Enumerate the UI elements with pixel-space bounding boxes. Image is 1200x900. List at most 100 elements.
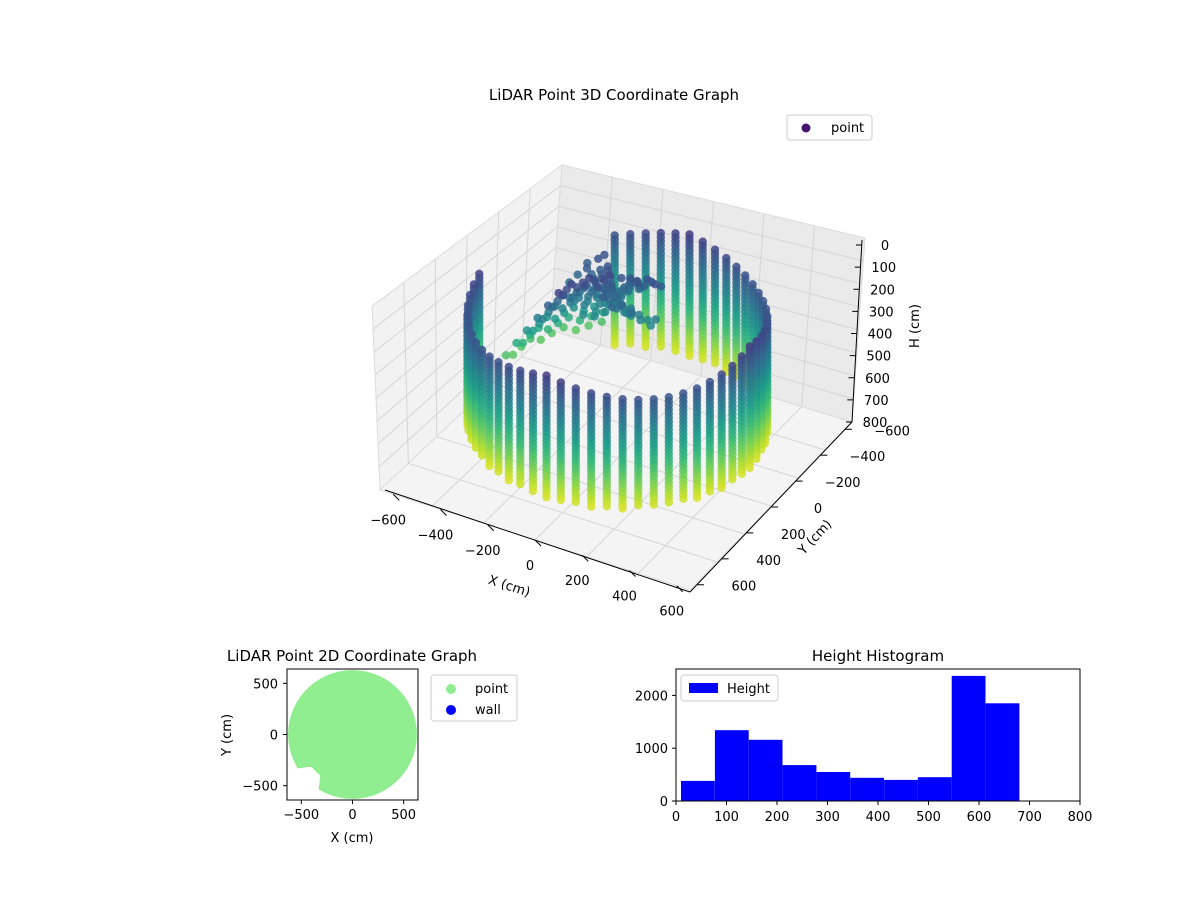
x-tick-label: 400: [612, 589, 637, 604]
lidar-point: [578, 278, 587, 287]
lidar-point: [679, 494, 688, 503]
lidar-point: [542, 492, 551, 502]
histogram-x-tick-label: 700: [1017, 810, 1042, 825]
histogram-x-tick-label: 100: [714, 810, 739, 825]
lidar-point: [580, 300, 589, 310]
legend-2d-marker-wall: [446, 705, 456, 715]
lidar-point: [512, 338, 521, 348]
chart-3d-title: LiDAR Point 3D Coordinate Graph: [489, 86, 739, 104]
histogram-bar: [681, 780, 715, 801]
histogram-x-tick-label: 200: [765, 810, 790, 825]
histogram-y-tick-label: 0: [660, 795, 668, 810]
lidar-point: [705, 487, 715, 496]
lidar-point: [587, 287, 596, 296]
z-tick-label: 700: [864, 394, 889, 409]
y-tick-label: −600: [874, 424, 910, 439]
histogram-legend-label: Height: [727, 682, 770, 697]
y-tick-label: 200: [781, 528, 806, 543]
lidar-point: [651, 315, 660, 324]
lidar-point: [590, 312, 599, 321]
lidar-point: [594, 254, 603, 263]
lidar-point: [504, 476, 513, 485]
grid-line: [372, 185, 561, 330]
histogram-legend: Height: [680, 674, 779, 702]
x-tick: [440, 509, 447, 516]
histogram-title: Height Histogram: [812, 647, 944, 665]
histogram-bar: [985, 703, 1020, 801]
z-tick-label: 200: [870, 283, 895, 298]
x-tick-label-2d: 0: [348, 808, 356, 823]
x-tick-label: −400: [418, 529, 454, 544]
lidar-point: [717, 483, 726, 493]
lidar-point: [627, 308, 636, 318]
x-axis-line: [384, 489, 691, 593]
histogram-x-tick-label: 0: [672, 810, 680, 825]
lidar-point: [571, 497, 580, 507]
lidar-point: [485, 461, 494, 471]
x-tick-label: 200: [565, 574, 590, 589]
legend-2d-label-wall: wall: [475, 703, 501, 718]
histogram-bar: [850, 777, 884, 801]
lidar-point: [671, 346, 680, 355]
points-3d: [463, 228, 772, 513]
lidar-point: [636, 315, 645, 325]
z-tick-label: 500: [866, 350, 891, 365]
y-tick-label: 400: [756, 554, 781, 569]
lidar-point: [618, 504, 627, 513]
z-tick-label: 600: [865, 372, 890, 387]
lidar-point: [601, 285, 610, 295]
legend-2d-marker-point: [446, 684, 456, 694]
lidar-point: [616, 300, 626, 309]
lidar-point: [508, 350, 518, 359]
chart-2d-title: LiDAR Point 2D Coordinate Graph: [227, 647, 477, 665]
lidar-point: [692, 493, 702, 502]
lidar-point: [598, 274, 607, 283]
lidar-point: [656, 342, 665, 351]
lidar-point: [698, 355, 707, 364]
lidar-point: [556, 495, 565, 505]
points-2d: [288, 670, 417, 799]
histogram-x-tick-label: 600: [967, 810, 992, 825]
lidar-point: [607, 303, 617, 312]
z-axis-label: H (cm): [908, 304, 923, 348]
lidar-point: [562, 285, 571, 294]
histogram-y-tick-label: 1000: [635, 742, 668, 757]
lidar-point: [579, 310, 588, 319]
lidar-point: [685, 351, 694, 361]
lidar-point: [536, 335, 545, 344]
ticks-2d: −500 0 500 −500 0 500: [242, 677, 416, 823]
lidar-point: [582, 264, 592, 273]
grid-line: [560, 185, 864, 262]
y-tick-label: 0: [814, 502, 822, 517]
lidar-point: [640, 282, 649, 291]
y-tick-label: 600: [732, 580, 757, 595]
histogram-bar: [884, 779, 918, 801]
y-tick-label-2d: −500: [242, 780, 278, 795]
z-tick-label: 100: [871, 261, 896, 276]
lidar-point: [598, 293, 608, 302]
histogram-bars: [681, 675, 1020, 801]
lidar-point: [752, 454, 761, 463]
lidar-point: [584, 274, 594, 283]
lidar-point: [567, 280, 576, 289]
histogram-bar: [714, 730, 749, 801]
histogram-bar: [748, 739, 783, 801]
lidar-point: [633, 277, 643, 287]
histogram-bar: [816, 772, 851, 801]
lidar-point: [626, 339, 635, 348]
y-tick-label: −200: [825, 476, 861, 491]
lidar-point: [646, 321, 655, 330]
lidar-point: [543, 325, 553, 334]
lidar-point: [597, 317, 606, 326]
lidar-point: [651, 280, 660, 289]
histogram-y-tick-label: 2000: [635, 689, 668, 704]
legend-2d: point wall: [430, 674, 518, 722]
legend-3d-label: point: [831, 121, 864, 136]
lidar-point: [522, 326, 532, 335]
z-axis-line: [851, 239, 863, 423]
z-tick-label: 400: [868, 328, 893, 343]
lidar-point: [620, 283, 629, 292]
lidar-point: [649, 500, 658, 509]
grid-line: [558, 205, 862, 285]
